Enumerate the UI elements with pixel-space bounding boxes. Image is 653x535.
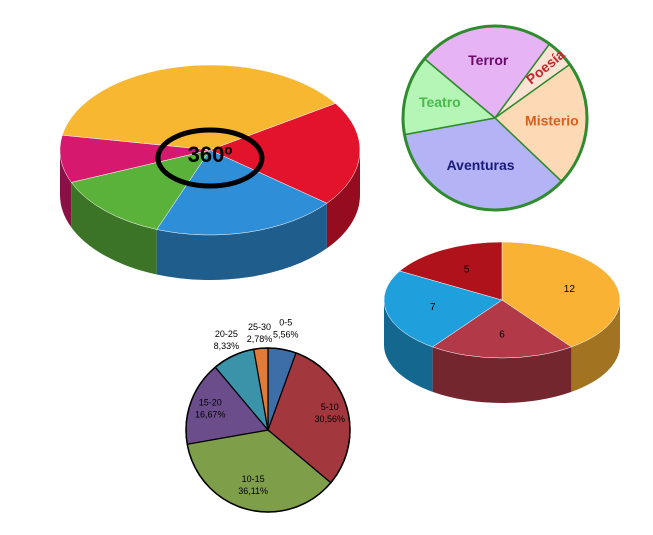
value-label: 12 [564,284,576,295]
value-label: 6 [499,329,505,340]
slice-side [156,203,327,280]
pie-border [185,347,351,513]
slice [156,149,328,236]
category-label: 25-30 [248,322,271,332]
slice [432,299,572,359]
slice-side [432,346,572,403]
slice-side [326,150,360,249]
category-label: 10-15 [242,474,265,484]
slice-side [60,150,72,228]
value-label: 5 [464,265,470,276]
annotation: 360º [188,142,233,167]
slice [70,149,211,230]
category-label: Misterio [525,113,579,129]
pie-chart: 360º [59,64,361,280]
slice-side [384,300,433,392]
slice-side [571,300,620,392]
pie-chart: 0-5 5,56% 5-10 30,56% 10-15 36,11% 15-20 16,67%… [185,317,351,513]
value-label: 5,56% [273,329,299,339]
value-label: 36,11% [238,486,268,496]
slice [399,241,503,301]
slice [501,241,621,348]
slice [59,134,211,183]
category-label: 0-5 [279,317,292,327]
category-label: Teatro [419,94,461,110]
category-label: Aventuras [447,157,515,173]
value-label: 30,56% [315,414,346,424]
value-label: 2,78% [247,334,273,344]
value-label: 16,67% [195,409,226,419]
value-label: 8,33% [214,341,240,351]
category-label: Terror [468,52,509,68]
pie-border [401,24,589,212]
category-label: 15-20 [199,397,222,407]
slice-side [71,182,157,275]
annotation-ring [155,127,265,189]
value-label: 7 [430,302,436,313]
category-label: 20-25 [215,329,238,339]
slice [383,270,503,348]
category-label: 5-10 [321,402,339,412]
slice [209,103,361,204]
pie-chart: 12 6 7 5 [383,241,621,403]
